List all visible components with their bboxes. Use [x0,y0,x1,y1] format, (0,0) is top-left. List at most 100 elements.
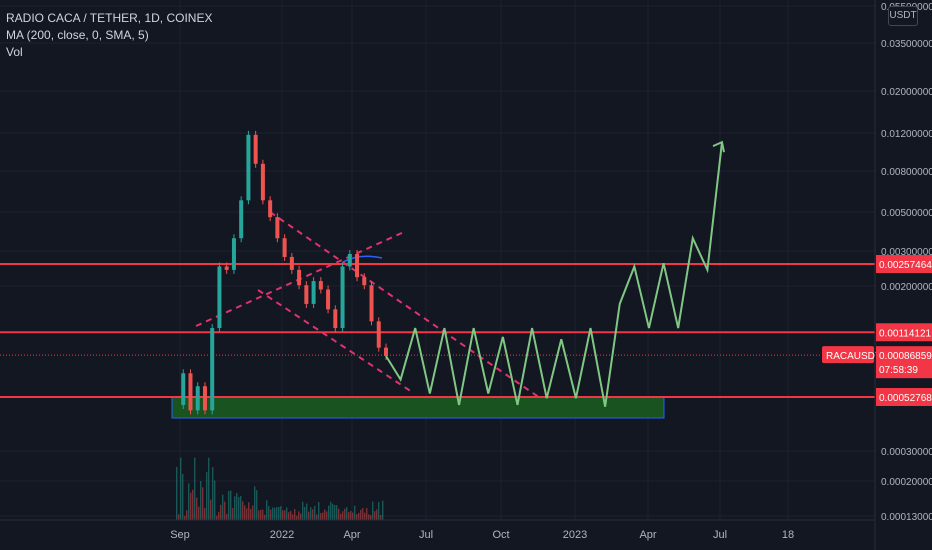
blue-curve [342,255,383,263]
volume-bar [262,509,264,520]
volume-bar [274,507,276,520]
price-candle [304,285,309,304]
currency-badge[interactable]: USDT [888,6,918,26]
volume-bar [192,489,194,520]
volume-bar [224,501,226,520]
volume-bar [288,512,290,520]
x-tick-label: Apr [343,529,360,541]
symbol-badge-bg [822,346,874,364]
volume-bar [266,500,268,520]
level-label: 0.00257464 [879,260,932,271]
price-candle [318,281,323,290]
volume-bar [278,506,280,520]
volume-bar [376,509,378,520]
last-price-bg [876,346,932,379]
volume-bar [188,483,190,520]
countdown: 07:58:39 [879,365,918,376]
volume-bar [314,505,316,520]
volume-bar [256,490,258,520]
volume-bar [330,501,332,520]
volume-bar [226,513,228,520]
volume-bar [306,503,308,520]
volume-bar [298,511,300,520]
volume-bar [326,511,328,520]
volume-bar [218,511,220,520]
price-candle [282,238,287,257]
volume-bar [260,509,262,520]
volume-bar [264,514,266,520]
volume-bar [360,509,362,520]
volume-bar [350,510,352,520]
price-series [181,130,388,415]
volume-bar [268,506,270,520]
volume-bar [252,505,254,520]
volume-bar [304,506,306,520]
volume-bar [176,466,178,520]
volume-bar [202,487,204,520]
volume-bar [296,515,298,520]
y-tick-label: 0.00300000 [881,247,932,258]
volume-bar [254,486,256,520]
volume-bar [280,506,282,520]
y-tick-label: 0.00020000 [881,477,932,488]
volume-bar [200,481,202,520]
price-candle [239,200,244,239]
volume-bar [346,507,348,520]
volume-bar [316,514,318,520]
volume-bar [372,501,374,520]
price-candle [253,134,258,164]
price-candle [297,269,302,286]
volume-bar [240,495,242,520]
volume-bar [366,508,368,520]
price-candle [188,373,193,411]
x-tick-label: 2022 [270,529,294,541]
volume-bar [338,508,340,520]
volume-bar [334,504,336,520]
volume-bar [194,457,196,520]
price-candle [181,373,186,405]
projection-arrowhead [712,140,725,153]
volume-bar [336,505,338,520]
volume-bar [328,505,330,520]
legend-vol[interactable]: Vol [6,45,23,59]
price-candle [260,163,265,201]
volume-bar [354,505,356,520]
price-candle [311,281,316,304]
legend-ma[interactable]: MA (200, close, 0, SMA, 5) [6,28,149,42]
volume-bar [250,508,252,520]
price-candle [333,309,338,329]
volume-bar [178,514,180,520]
volume-bar [282,510,284,520]
price-candle [384,347,388,357]
y-tick-label: 0.01200000 [881,129,932,140]
volume-bar [208,457,210,520]
price-candle [326,289,331,310]
volume-bar [234,496,236,520]
support-zone [171,396,665,419]
volume-bar [300,513,302,520]
volume-bar [324,509,326,520]
volume-bar [294,509,296,520]
volume-bar [204,508,206,520]
volume-bar [210,499,212,520]
y-tick-label: 0.00013000 [881,512,932,523]
volume-bar [186,510,188,520]
volume-bar [244,505,246,520]
price-candle [231,238,236,270]
y-tick-label: 0.00800000 [881,167,932,178]
volume-bar [214,480,216,520]
y-tick-label: 0.00200000 [881,282,932,293]
volume-bar [318,502,320,520]
volume-bar [242,501,244,520]
volume-bar [356,514,358,520]
x-tick-label: Jul [713,529,727,541]
y-tick-label: 0.02000000 [881,87,932,98]
volume-bar [236,493,238,520]
level-label: 0.00114121 [879,328,932,339]
volume-bar [352,512,354,520]
volume-bar [320,513,322,520]
volume-bar [258,510,260,520]
volume-bar [196,497,198,520]
